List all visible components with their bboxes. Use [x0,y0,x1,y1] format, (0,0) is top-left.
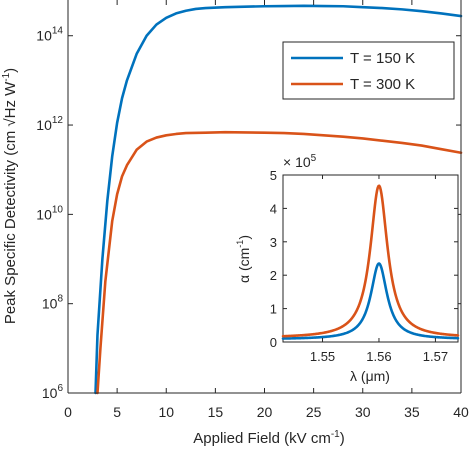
inset-y-ticks: 0 1 2 3 4 5 [270,168,458,350]
inset-y-tick-label: 2 [270,268,277,283]
inset-y-tick-label: 1 [270,302,277,317]
main-x-tick-label: 5 [113,404,121,420]
inset-y-tick-label: 3 [270,235,277,250]
legend-box [282,41,455,100]
inset-background [282,174,459,343]
inset-y-tick-label: 4 [270,201,277,216]
inset-series-line-0 [281,262,460,340]
main-y-tick-label: 108 [42,294,64,312]
inset-y-axis-title: α (cm-1) [235,235,252,283]
main-x-tick-label: 40 [453,404,469,420]
main-x-tick-label: 20 [257,404,273,420]
main-y-tick-label: 1010 [36,204,63,222]
main-x-tick-label: 25 [306,404,322,420]
series-line-1 [96,130,463,395]
main-y-axis-title: Peak Specific Detectivity (cm √Hz W-1) [1,68,19,324]
legend-label-150k: T = 150 K [350,50,415,67]
main-x-tick-label: 0 [64,404,72,420]
inset-x-tick-label: 1.56 [366,349,391,364]
main-y-tick-label: 1012 [36,115,63,133]
inset-x-tick-label: 1.55 [310,349,335,364]
main-series-group [94,4,463,395]
inset-scale-factor: × 105 [283,153,317,170]
inset-y-tick-label: 0 [270,335,277,350]
inset-x-axis-title: λ (μm) [350,368,390,384]
inset-x-tick-label: 1.57 [423,349,448,364]
main-x-tick-label: 30 [355,404,371,420]
main-x-tick-label: 10 [158,404,174,420]
main-x-tick-label: 35 [404,404,420,420]
series-line-0 [94,4,463,395]
legend-label-300k: T = 300 K [350,76,415,93]
inset-y-tick-label: 5 [270,168,277,183]
inset-series-line-1 [281,184,460,338]
inset-series-group [281,184,460,340]
main-y-tick-label: 106 [42,383,64,401]
main-x-tick-label: 15 [208,404,224,420]
inset-x-ticks: 1.55 1.56 1.57 [310,175,448,364]
main-y-ticks: 106 108 1010 1012 1014 [36,26,461,401]
legend: T = 150 K T = 300 K [282,41,455,100]
main-x-ticks: 0 5 10 15 20 25 30 35 40 [64,0,469,420]
main-y-tick-label: 1014 [36,26,63,44]
main-x-axis-title: Applied Field (kV cm-1) [193,429,344,447]
inset-chart: 1.55 1.56 1.57 0 1 2 3 4 5 × 105 λ (μm) α (cm-1… [235,153,460,384]
